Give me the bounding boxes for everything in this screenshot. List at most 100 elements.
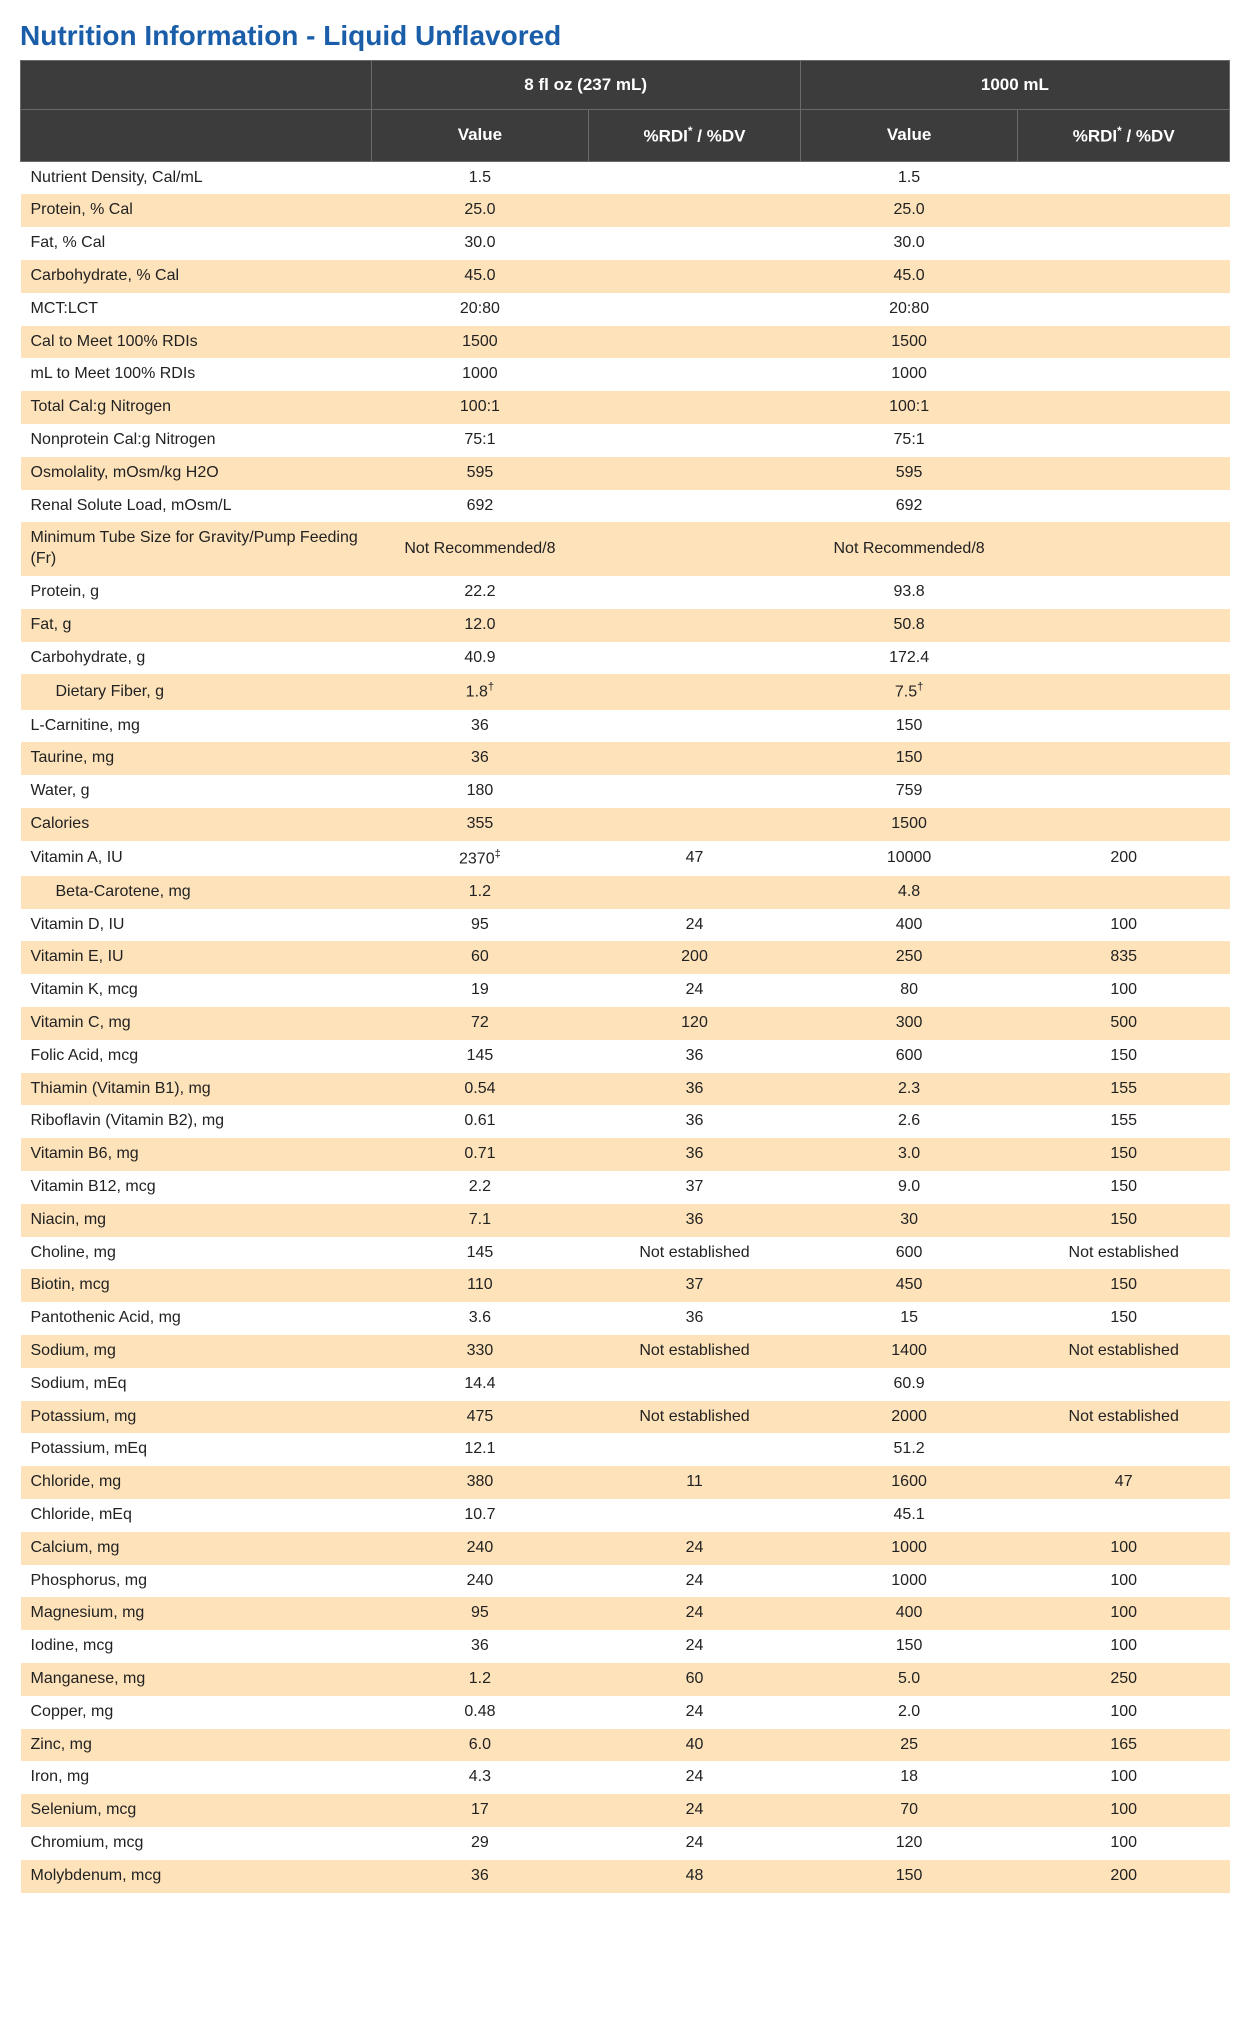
value-serving-1: 4.3	[371, 1761, 589, 1794]
dv-serving-2: 100	[1018, 1761, 1230, 1794]
table-row: Choline, mg145Not established600Not esta…	[21, 1237, 1230, 1270]
dv-serving-1-text: 24	[686, 1637, 704, 1654]
header-serving-2: 1000 mL	[800, 61, 1229, 110]
table-row: Fat, % Cal30.030.0	[21, 227, 1230, 260]
dv-serving-2	[1018, 424, 1230, 457]
value-serving-1: 692	[371, 490, 589, 523]
dv-serving-2	[1018, 1368, 1230, 1401]
dv-serving-1-text: 48	[686, 1867, 704, 1884]
dv-serving-1	[589, 742, 801, 775]
value-serving-1: Not Recommended/8	[371, 522, 589, 576]
value-serving-1-text: 3.6	[469, 1309, 491, 1326]
header-rdi-dv-2: %RDI* / %DV	[1018, 110, 1230, 162]
row-label: Taurine, mg	[21, 742, 372, 775]
row-label: Iron, mg	[21, 1761, 372, 1794]
table-header: 8 fl oz (237 mL) 1000 mL Value %RDI* / %…	[21, 61, 1230, 162]
rdi-pre: %RDI	[644, 127, 688, 146]
dv-serving-2: 835	[1018, 941, 1230, 974]
value-serving-2: 93.8	[800, 576, 1018, 609]
value-serving-1-text: 22.2	[464, 583, 495, 600]
value-serving-1-text: 692	[467, 497, 494, 514]
table-row: Taurine, mg36150	[21, 742, 1230, 775]
table-row: Chromium, mcg2924120100	[21, 1827, 1230, 1860]
dv-serving-1	[589, 424, 801, 457]
row-label: Sodium, mg	[21, 1335, 372, 1368]
table-row: Niacin, mg7.13630150	[21, 1204, 1230, 1237]
dv-serving-1: 11	[589, 1466, 801, 1499]
dv-serving-1-text: 47	[686, 849, 704, 866]
table-row: Carbohydrate, g40.9172.4	[21, 642, 1230, 675]
value-serving-1: 45.0	[371, 260, 589, 293]
value-serving-2: 1600	[800, 1466, 1018, 1499]
value-serving-2: 2.3	[800, 1073, 1018, 1106]
value-serving-1-text: 1500	[462, 333, 498, 350]
dv-serving-1: 24	[589, 1794, 801, 1827]
value-serving-1: 145	[371, 1237, 589, 1270]
dv-serving-2-text: 165	[1110, 1736, 1137, 1753]
dv-serving-2	[1018, 227, 1230, 260]
value-serving-2-text: 150	[896, 717, 923, 734]
dv-serving-2	[1018, 522, 1230, 576]
value-serving-2-text: 120	[896, 1834, 923, 1851]
dv-serving-2-text: 100	[1110, 1604, 1137, 1621]
dv-serving-1: 200	[589, 941, 801, 974]
dv-serving-1: 24	[589, 1597, 801, 1630]
dv-serving-1-text: 24	[686, 1539, 704, 1556]
row-label: Beta-Carotene, mg	[21, 876, 372, 909]
value-serving-1-text: 100:1	[460, 398, 500, 415]
value-serving-2-text: 9.0	[898, 1178, 920, 1195]
value-serving-2-text: 2.0	[898, 1703, 920, 1720]
value-serving-1-text: 240	[467, 1539, 494, 1556]
dv-serving-2: 165	[1018, 1729, 1230, 1762]
value-serving-1-text: 30.0	[464, 234, 495, 251]
dv-serving-1: Not established	[589, 1401, 801, 1434]
value-serving-1: 72	[371, 1007, 589, 1040]
value-serving-2: 2.6	[800, 1105, 1018, 1138]
dv-serving-1-text: 11	[686, 1473, 703, 1490]
value-serving-2: 20:80	[800, 293, 1018, 326]
value-serving-1-text: 145	[467, 1047, 494, 1064]
dv-serving-1: 47	[589, 841, 801, 876]
table-row: Iron, mg4.32418100	[21, 1761, 1230, 1794]
dv-serving-1	[589, 490, 801, 523]
dv-serving-2-text: 150	[1110, 1178, 1137, 1195]
value-serving-1-text: 1.2	[469, 1670, 491, 1687]
dv-serving-2: Not established	[1018, 1335, 1230, 1368]
row-label: Folic Acid, mcg	[21, 1040, 372, 1073]
dv-serving-2: 100	[1018, 1794, 1230, 1827]
row-label: Vitamin C, mg	[21, 1007, 372, 1040]
dv-serving-2-text: 500	[1110, 1014, 1137, 1031]
table-row: Manganese, mg1.2605.0250	[21, 1663, 1230, 1696]
row-label: Iodine, mcg	[21, 1630, 372, 1663]
dv-serving-2-text: Not established	[1069, 1342, 1179, 1359]
dv-serving-1: 36	[589, 1040, 801, 1073]
value-serving-1-text: 0.48	[464, 1703, 495, 1720]
value-serving-1-sup: †	[488, 681, 494, 693]
row-label: Chloride, mEq	[21, 1499, 372, 1532]
row-label: Vitamin E, IU	[21, 941, 372, 974]
row-label: Thiamin (Vitamin B1), mg	[21, 1073, 372, 1106]
value-serving-2: 600	[800, 1040, 1018, 1073]
value-serving-2: 1500	[800, 326, 1018, 359]
value-serving-2-text: 2.6	[898, 1112, 920, 1129]
row-label: Riboflavin (Vitamin B2), mg	[21, 1105, 372, 1138]
table-row: Protein, g22.293.8	[21, 576, 1230, 609]
value-serving-2: 50.8	[800, 609, 1018, 642]
dv-serving-1-text: 40	[686, 1736, 704, 1753]
dv-serving-1	[589, 457, 801, 490]
dv-serving-2: 100	[1018, 1630, 1230, 1663]
rdi-pre: %RDI	[1073, 127, 1117, 146]
dv-serving-2	[1018, 876, 1230, 909]
header-rdi-dv-1: %RDI* / %DV	[589, 110, 801, 162]
table-row: Pantothenic Acid, mg3.63615150	[21, 1302, 1230, 1335]
dv-serving-1-text: 36	[686, 1080, 704, 1097]
dv-serving-2: 500	[1018, 1007, 1230, 1040]
row-label: Vitamin A, IU	[21, 841, 372, 876]
dv-serving-1	[589, 326, 801, 359]
value-serving-2: 5.0	[800, 1663, 1018, 1696]
row-label: Biotin, mcg	[21, 1269, 372, 1302]
value-serving-2-text: 150	[896, 1637, 923, 1654]
value-serving-1-text: 4.3	[469, 1768, 491, 1785]
value-serving-1: 595	[371, 457, 589, 490]
value-serving-1-text: 36	[471, 717, 489, 734]
